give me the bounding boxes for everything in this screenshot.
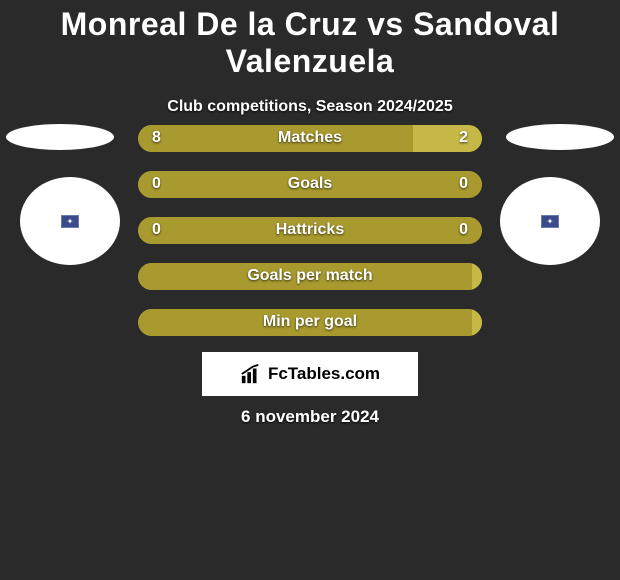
flag-icon: ✦ <box>541 215 559 228</box>
player-right-shadow <box>506 124 614 150</box>
bar-left-segment <box>138 217 482 244</box>
stat-bar: Goals per match <box>138 263 482 290</box>
stat-bar: Matches82 <box>138 125 482 152</box>
bar-left-segment <box>138 263 472 290</box>
bar-left-segment <box>138 171 482 198</box>
bar-right-segment <box>472 263 482 290</box>
date-label: 6 november 2024 <box>0 407 620 427</box>
player-left-shadow <box>6 124 114 150</box>
flag-icon: ✦ <box>61 215 79 228</box>
logo-text: FcTables.com <box>268 364 380 384</box>
stat-bar: Min per goal <box>138 309 482 336</box>
logo-box: FcTables.com <box>202 352 418 396</box>
player-left-avatar: ✦ <box>20 177 120 265</box>
stat-bar: Hattricks00 <box>138 217 482 244</box>
chart-icon <box>240 363 262 385</box>
player-right-avatar: ✦ <box>500 177 600 265</box>
stats-bars: Matches82 Goals00 Hattricks00 Goals per mat… <box>138 125 482 355</box>
page-title: Monreal De la Cruz vs Sandoval Valenzuel… <box>0 0 620 80</box>
bar-right-segment <box>413 125 482 152</box>
bar-right-segment <box>472 309 482 336</box>
bar-left-segment <box>138 125 413 152</box>
bar-left-segment <box>138 309 472 336</box>
subtitle: Club competitions, Season 2024/2025 <box>0 98 620 116</box>
stat-bar: Goals00 <box>138 171 482 198</box>
